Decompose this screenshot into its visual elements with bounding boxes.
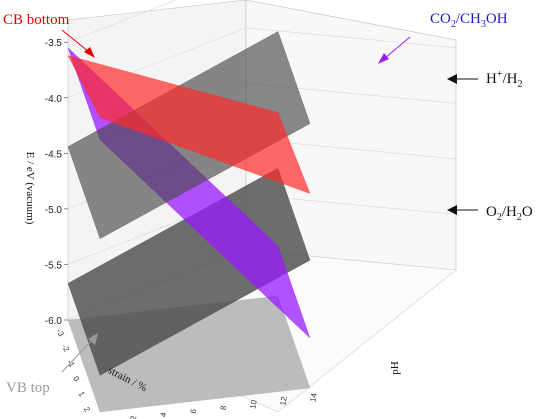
vb-top-arrow [61, 333, 98, 373]
strain-tick-label: 0 [71, 375, 81, 384]
strain-tick-label: -1 [65, 358, 77, 369]
ph-tick-label: 8 [219, 404, 229, 410]
strain-tick-label: -3 [54, 327, 66, 338]
cb-bottom-label: CB bottom [3, 12, 70, 28]
co2-arrow [378, 36, 411, 64]
z-axis-label: E / eV (vacuum) [24, 152, 36, 225]
strain-tick-label: -2 [60, 343, 72, 354]
o-arrow [447, 205, 478, 215]
co2-label: CO2/CH3OH [430, 11, 508, 30]
ph-tick-label: 6 [189, 408, 199, 414]
strain-tick-label: 1 [76, 390, 86, 399]
z-tick-label: -4.0 [45, 94, 63, 105]
z-tick-label: -5.0 [45, 205, 63, 216]
ph-tick-label: 2 [129, 415, 139, 419]
grid-line-left [67, 0, 177, 43]
ph-tick-label: 14 [308, 392, 319, 403]
ph-axis-label: pH [389, 361, 401, 375]
cb-bottom-surface [67, 55, 311, 194]
h-label: H+/H2 [486, 69, 522, 90]
z-tick-label: -3.5 [45, 38, 63, 49]
h-arrow [447, 74, 478, 84]
cb-bottom-arrow [61, 29, 95, 58]
z-tick-label: -4.5 [45, 149, 63, 160]
z-tick-label: -5.5 [45, 260, 63, 271]
grid-line-right [245, 27, 457, 49]
surfaces-group [67, 31, 311, 413]
o-label: O2/H2O [486, 204, 533, 223]
strain-tick-label: 2 [82, 405, 92, 414]
ph-tick-label: 4 [159, 411, 169, 417]
vb-top-label: VB top [6, 380, 50, 396]
strain-axis-ticks: -3-2-10123 [54, 327, 92, 414]
ph-tick-label: 12 [278, 395, 289, 406]
ph-tick-label: 10 [248, 399, 259, 410]
z-tick-label: -6.0 [45, 316, 63, 327]
z-axis-ticks: -3.5 -4.0 -4.5 -5.0 -5.5 -6.0 [45, 38, 68, 327]
